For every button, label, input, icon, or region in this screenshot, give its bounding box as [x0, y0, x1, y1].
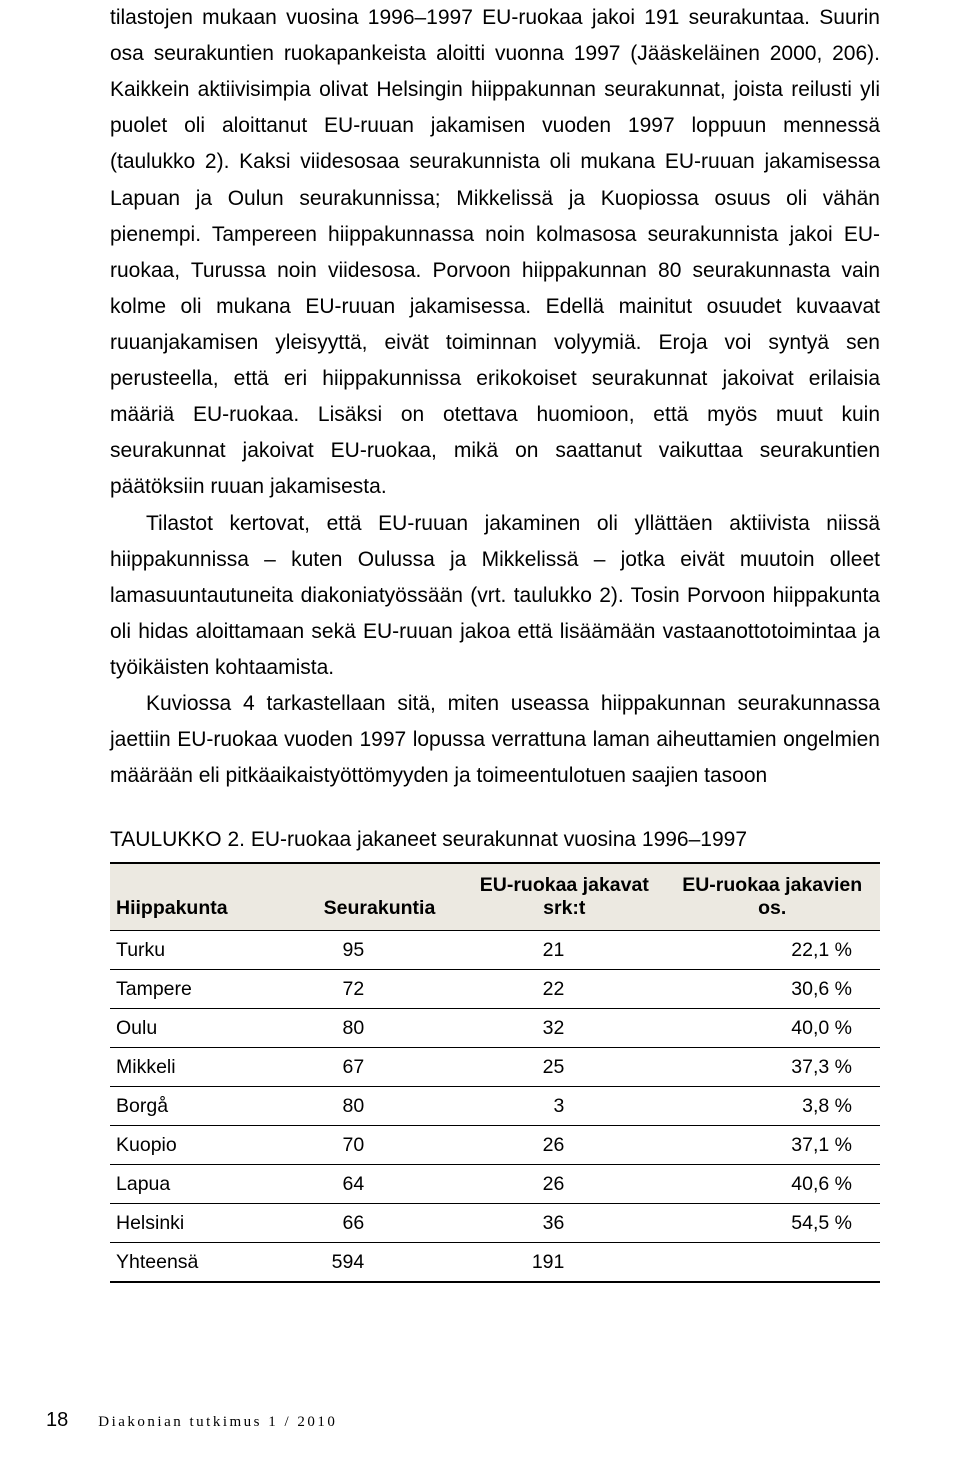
- table-cell: 40,0 %: [664, 1009, 880, 1048]
- table-cell: 30,6 %: [664, 970, 880, 1009]
- col-header: EU-ruokaa jakavat srk:t: [464, 863, 664, 931]
- table-cell: 80: [295, 1087, 464, 1126]
- table-cell: 64: [295, 1165, 464, 1204]
- table-row: Mikkeli672537,3 %: [110, 1048, 880, 1087]
- table-cell: 26: [464, 1126, 664, 1165]
- table-cell: Helsinki: [110, 1204, 295, 1243]
- table-cell: 72: [295, 970, 464, 1009]
- table-title: TAULUKKO 2. EU-ruokaa jakaneet seurakunn…: [110, 828, 880, 852]
- table-cell: 22,1 %: [664, 931, 880, 970]
- table-row: Yhteensä594191: [110, 1243, 880, 1283]
- table-cell: 80: [295, 1009, 464, 1048]
- table-cell: 36: [464, 1204, 664, 1243]
- table-cell: 70: [295, 1126, 464, 1165]
- table-cell: 594: [295, 1243, 464, 1283]
- table-cell: 191: [464, 1243, 664, 1283]
- table-cell: 54,5 %: [664, 1204, 880, 1243]
- table-cell: Tampere: [110, 970, 295, 1009]
- table-row: Helsinki663654,5 %: [110, 1204, 880, 1243]
- col-header: EU-ruokaa jakavien os.: [664, 863, 880, 931]
- table-cell: Lapua: [110, 1165, 295, 1204]
- table-cell: [664, 1243, 880, 1283]
- paragraph-2: Tilastot kertovat, että EU-ruuan jakamin…: [110, 506, 880, 687]
- table-cell: 25: [464, 1048, 664, 1087]
- table-cell: 26: [464, 1165, 664, 1204]
- table-header-row: Hiippakunta Seurakuntia EU-ruokaa jakava…: [110, 863, 880, 931]
- table-cell: 3: [464, 1087, 664, 1126]
- table-cell: 3,8 %: [664, 1087, 880, 1126]
- col-header: Hiippakunta: [110, 863, 295, 931]
- table-cell: 32: [464, 1009, 664, 1048]
- table-cell: Turku: [110, 931, 295, 970]
- table-cell: 40,6 %: [664, 1165, 880, 1204]
- publication-info: Diakonian tutkimus 1 / 2010: [98, 1414, 337, 1431]
- table-row: Tampere722230,6 %: [110, 970, 880, 1009]
- data-table: Hiippakunta Seurakuntia EU-ruokaa jakava…: [110, 862, 880, 1283]
- col-header: Seurakuntia: [295, 863, 464, 931]
- table-cell: Mikkeli: [110, 1048, 295, 1087]
- table-cell: 95: [295, 931, 464, 970]
- paragraph-3: Kuviossa 4 tarkastellaan sitä, miten use…: [110, 686, 880, 794]
- table-cell: 22: [464, 970, 664, 1009]
- paragraph-1: tilastojen mukaan vuosina 1996–1997 EU-r…: [110, 0, 880, 506]
- table-cell: Kuopio: [110, 1126, 295, 1165]
- table-cell: 67: [295, 1048, 464, 1087]
- table-cell: Borgå: [110, 1087, 295, 1126]
- table-row: Kuopio702637,1 %: [110, 1126, 880, 1165]
- table-cell: 66: [295, 1204, 464, 1243]
- table-cell: Yhteensä: [110, 1243, 295, 1283]
- table-cell: 37,1 %: [664, 1126, 880, 1165]
- table-cell: 21: [464, 931, 664, 970]
- table-row: Borgå8033,8 %: [110, 1087, 880, 1126]
- article-body: tilastojen mukaan vuosina 1996–1997 EU-r…: [110, 0, 880, 794]
- table-row: Oulu803240,0 %: [110, 1009, 880, 1048]
- page-footer: 18 Diakonian tutkimus 1 / 2010: [46, 1409, 337, 1432]
- table-row: Turku952122,1 %: [110, 931, 880, 970]
- page-number: 18: [46, 1409, 68, 1432]
- table-cell: Oulu: [110, 1009, 295, 1048]
- table-row: Lapua642640,6 %: [110, 1165, 880, 1204]
- table-cell: 37,3 %: [664, 1048, 880, 1087]
